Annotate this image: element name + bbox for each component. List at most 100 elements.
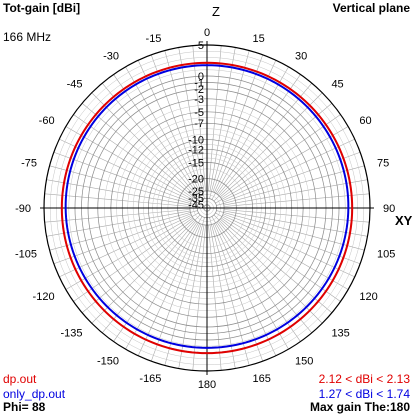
tick-labels: 0 153045607590105120135150165180-165-150-… [15,27,395,391]
angle-tick-label: -150 [97,355,119,367]
grid-spoke [91,214,201,324]
angle-tick-label: 180 [198,379,216,391]
grid-spoke [215,126,349,204]
legend-series-1-name: dp.out [3,372,37,386]
series-layer [60,61,354,355]
grid-spoke [216,221,301,342]
grid-spoke [65,212,199,290]
grid-spoke [178,224,205,369]
grid-spoke [224,209,370,223]
angle-tick-label: 90 [383,203,395,215]
radial-tick-label: -1 [194,77,204,89]
quantity-title: Tot-gain [dBi] [3,1,81,15]
grid-spoke [137,223,201,356]
angle-tick-label: -105 [15,249,37,261]
angle-tick-label: 165 [253,373,271,385]
grid-spoke [53,213,192,265]
grid-spoke [65,126,199,204]
radial-tick-label: 5 [198,40,204,52]
angle-tick-label: -165 [139,373,161,385]
radial-tick-label: -35 [188,193,204,205]
grid-spoke [164,217,205,366]
radial-tick-label: -12 [188,144,204,156]
angle-tick-label: -30 [103,51,119,63]
grid-spoke [178,47,205,192]
angle-tick-label: 105 [377,249,395,261]
grid-spoke [209,50,250,199]
grid-spoke [223,210,368,237]
xy-axis-label: XY [395,213,413,228]
grid-spoke [125,66,203,200]
grid-spoke [222,213,361,265]
phi-readout: Phi= 88 [3,400,46,414]
grid-spoke [113,74,198,195]
grid-spoke [46,210,191,237]
angle-tick-label: -60 [39,115,55,127]
grid-spoke [224,193,370,207]
grid-spoke [209,224,236,369]
angle-tick-label: 120 [359,291,377,303]
angle-tick-label: 150 [295,355,313,367]
angle-tick-label: 15 [253,33,265,45]
grid-spoke [81,218,195,314]
polar-grid [40,41,374,375]
radial-tick-label: -3 [194,94,204,106]
grid-spoke [223,179,368,206]
radial-tick-label: -45 [188,200,204,212]
grid-spoke [220,217,341,302]
grid-spoke [44,209,190,223]
radial-tick-label: -2 [194,84,204,96]
grid-spoke [59,214,192,278]
grid-spoke [209,217,250,366]
grid-spoke [216,210,365,251]
angle-tick-label: -120 [33,291,55,303]
angle-tick-label: -15 [146,33,162,45]
grid-spoke [49,165,198,206]
radial-tick-label: -10 [188,135,204,147]
grid-spoke [164,50,205,199]
legend-series-1-range: 2.12 < dBi < 2.13 [318,372,410,386]
angle-tick-label: 75 [377,157,389,169]
grid-spoke [208,225,222,371]
series-trace-1 [60,61,354,355]
grid-spoke [81,102,195,198]
frequency-label: 166 MHz [3,30,52,44]
grid-spoke [217,220,313,334]
grid-spoke [211,216,289,350]
grid-spoke [222,151,361,203]
grid-spoke [208,45,222,191]
plane-title: Vertical plane [332,1,410,15]
series-trace-2 [64,64,350,349]
grid-spoke [49,210,198,251]
radial-tick-label: 0 [198,71,204,83]
angle-tick-label: 45 [331,79,343,91]
radial-tick-label: -5 [194,107,204,119]
grid-spoke [220,114,341,199]
grid-spoke [73,217,194,302]
angle-tick-label: -135 [61,327,83,339]
radial-tick-label: -15 [188,157,204,169]
grid-spoke [113,221,198,342]
grid-spoke [150,223,202,362]
angle-tick-label: 135 [331,327,349,339]
legend-series-2-name: only_dp.out [3,387,66,401]
angle-tick-label: 60 [359,115,371,127]
grid-spoke [59,138,192,202]
z-axis-label: Z [212,4,220,19]
grid-spoke [192,45,206,191]
grid-spoke [222,138,355,202]
grid-spoke [91,92,201,202]
grid-spoke [73,114,194,199]
angle-tick-label: -45 [67,79,83,91]
legend-series-2-range: 1.27 < dBi < 1.74 [318,387,410,401]
grid-spoke [215,212,349,290]
grid-spoke [46,179,191,206]
max-gain-readout: Max gain The:180 [309,400,410,414]
grid-spoke [53,151,192,203]
radial-tick-label: -20 [188,174,204,186]
grid-spoke [211,66,289,200]
radial-tick-label: -7 [194,118,204,130]
radial-tick-label: -25 [188,186,204,198]
grid-spoke [217,82,313,196]
